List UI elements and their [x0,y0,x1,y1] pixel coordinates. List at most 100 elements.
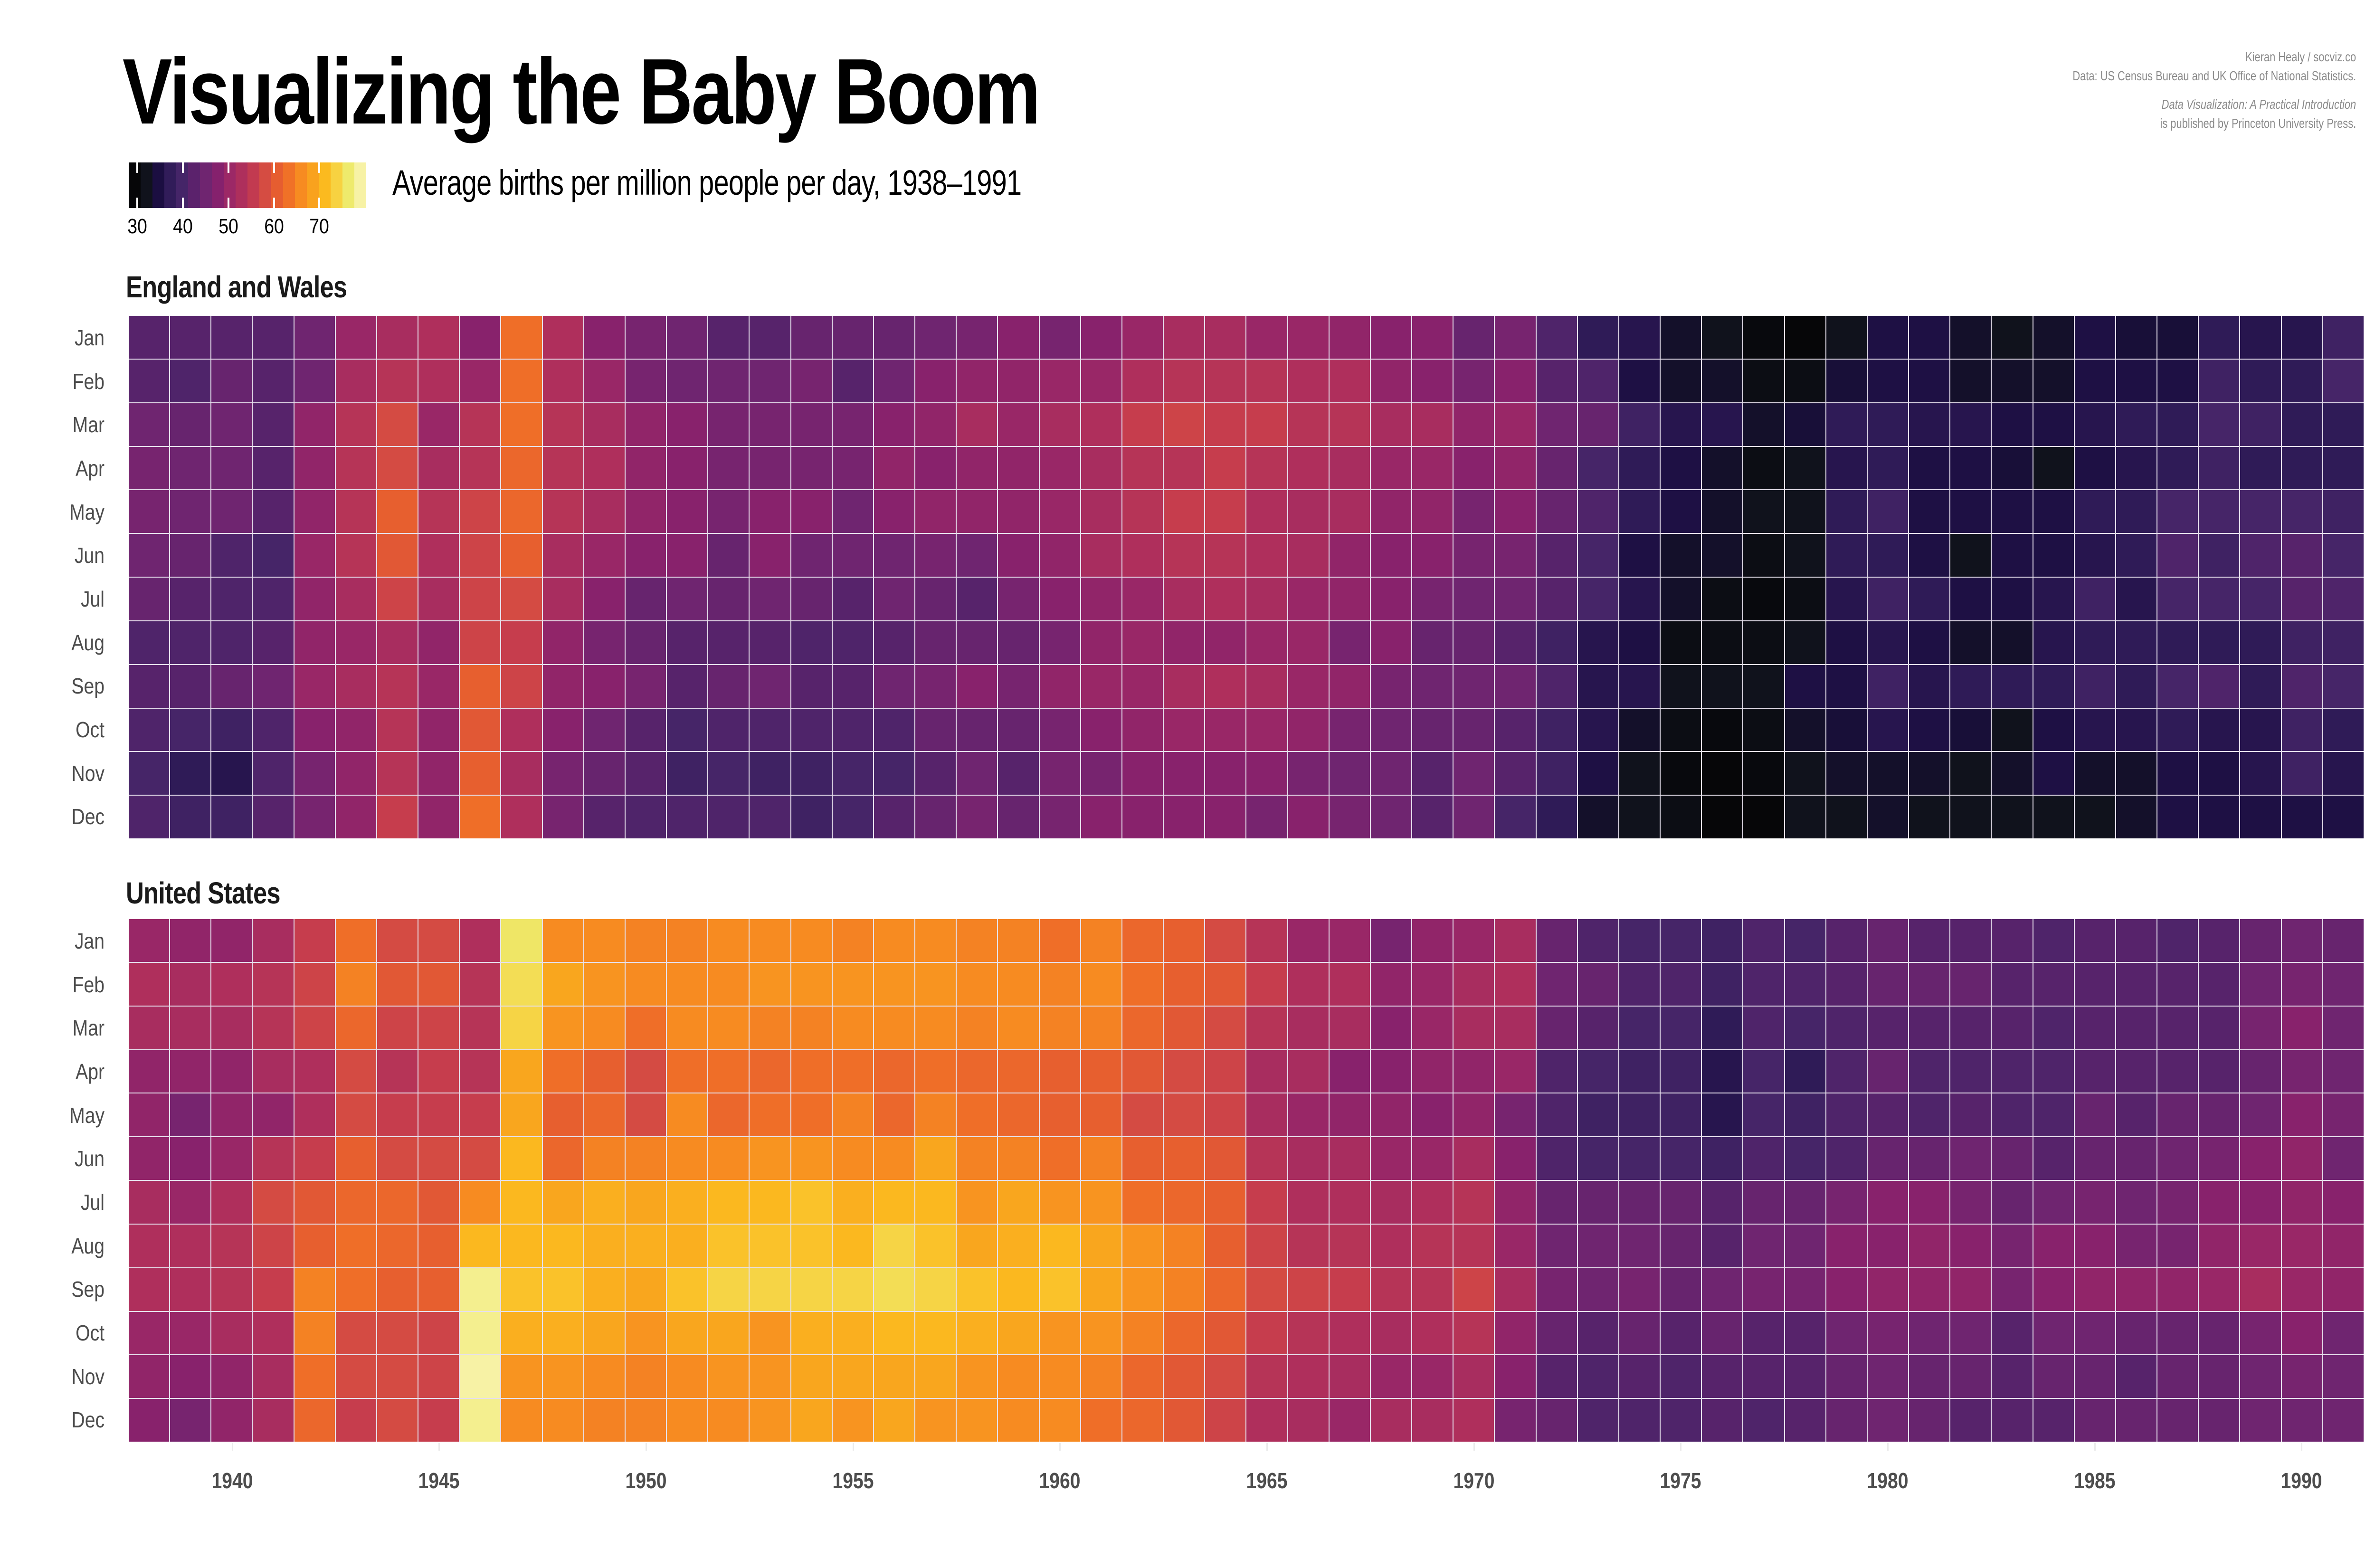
heatmap-cell [2323,578,2364,620]
heatmap-cell [1164,1181,1205,1224]
heatmap-cell [1081,1050,1121,1093]
heatmap-cell [915,962,956,1006]
heatmap-cell [1454,534,1494,577]
heatmap-cell [1495,578,1536,620]
heatmap-cell [2323,447,2364,490]
heatmap-cell [1246,1399,1287,1442]
heatmap-cell [750,962,790,1006]
heatmap-cell [1577,621,1618,664]
heatmap-cell [2116,919,2157,962]
heatmap-cell [1743,919,1784,962]
heatmap-cell [2199,665,2240,708]
month-label: Nov [71,760,104,786]
heatmap-cell [501,1006,542,1049]
heatmap-cell [1702,1137,1743,1180]
heatmap-cell [170,1093,211,1137]
heatmap-cell [915,1050,956,1093]
heatmap-cell [1536,621,1577,664]
year-tick-mark [1887,1443,1889,1451]
heatmap-cell [253,752,294,795]
heatmap-cell [335,447,376,490]
heatmap-cell [957,490,998,533]
heatmap-cell [625,1050,666,1093]
heatmap-cell [2033,708,2074,751]
heatmap-cell [584,447,625,490]
heatmap-cell [294,1399,335,1442]
heatmap-cell [998,708,1039,751]
heatmap-cell [253,1268,294,1311]
heatmap-cell [1370,796,1412,838]
heatmap-cell [542,316,583,359]
heatmap-cell [708,621,749,664]
heatmap-cell [2074,1355,2115,1398]
heatmap-cell [1619,1050,1660,1093]
heatmap-cell [584,665,625,708]
heatmap-cell [667,962,708,1006]
year-tick-label: 1955 [832,1468,874,1493]
legend-tick-mark [181,198,184,208]
heatmap-cell [542,752,583,795]
heatmap-cell [1992,752,2033,795]
heatmap-cell [211,316,252,359]
heatmap-cell [2074,962,2115,1006]
heatmap-cell [2199,962,2240,1006]
legend-tick-label: 70 [309,215,330,238]
heatmap-cell [1992,359,2033,402]
heatmap-cell [1619,919,1660,962]
heatmap-cell [170,1268,211,1311]
heatmap-cell [1039,919,1080,962]
heatmap-cell [1288,1050,1329,1093]
heatmap-cell [1909,1006,1950,1049]
heatmap-cell [294,534,335,577]
heatmap-cell [1454,708,1494,751]
heatmap-cell [2240,578,2281,620]
heatmap-cell [377,359,418,402]
heatmap-cell [335,1268,376,1311]
heatmap-cell [170,752,211,795]
heatmap-cell [1785,1224,1825,1267]
heatmap-cell [2074,796,2115,838]
heatmap-cell [1785,621,1825,664]
heatmap-cell [1329,796,1370,838]
heatmap-cell [1577,665,1618,708]
heatmap-cell [129,1006,170,1049]
heatmap-cell [1992,708,2033,751]
heatmap-cell [1867,1268,1909,1311]
heatmap-cell [211,1224,252,1267]
heatmap-cell [1536,1399,1577,1442]
heatmap-cell [1992,1268,2033,1311]
heatmap-cell [294,919,335,962]
heatmap-cell [1867,1181,1909,1224]
heatmap-cell [1370,1006,1412,1049]
heatmap-cell [2240,962,2281,1006]
heatmap-cell [1619,708,1660,751]
heatmap-cell [1619,962,1660,1006]
heatmap-cell [1661,1224,1701,1267]
heatmap-cell [1205,1355,1246,1398]
heatmap-cell [1454,1137,1494,1180]
heatmap-cell [1329,919,1370,962]
heatmap-cell [832,621,873,664]
heatmap-cell [957,962,998,1006]
heatmap-cell [1743,316,1784,359]
heatmap-cell [2033,1006,2074,1049]
heatmap-cell [1950,1181,1991,1224]
heatmap-cell [1867,708,1909,751]
heatmap-cell [1495,403,1536,446]
heatmap-cell [874,1268,915,1311]
heatmap-cell [1288,1355,1329,1398]
heatmap-cell [957,578,998,620]
heatmap-cell [1909,316,1950,359]
heatmap-cell [1122,316,1163,359]
heatmap-cell [1246,1268,1287,1311]
heatmap-cell [1909,752,1950,795]
heatmap-cell [625,752,666,795]
heatmap-cell [2157,962,2198,1006]
heatmap-cell [1412,1355,1453,1398]
heatmap-cell [1122,490,1163,533]
heatmap-cell [2323,796,2364,838]
heatmap-cell [1164,796,1205,838]
heatmap-cell [1743,490,1784,533]
month-label: Jul [81,586,104,611]
heatmap-cell [750,1093,790,1137]
